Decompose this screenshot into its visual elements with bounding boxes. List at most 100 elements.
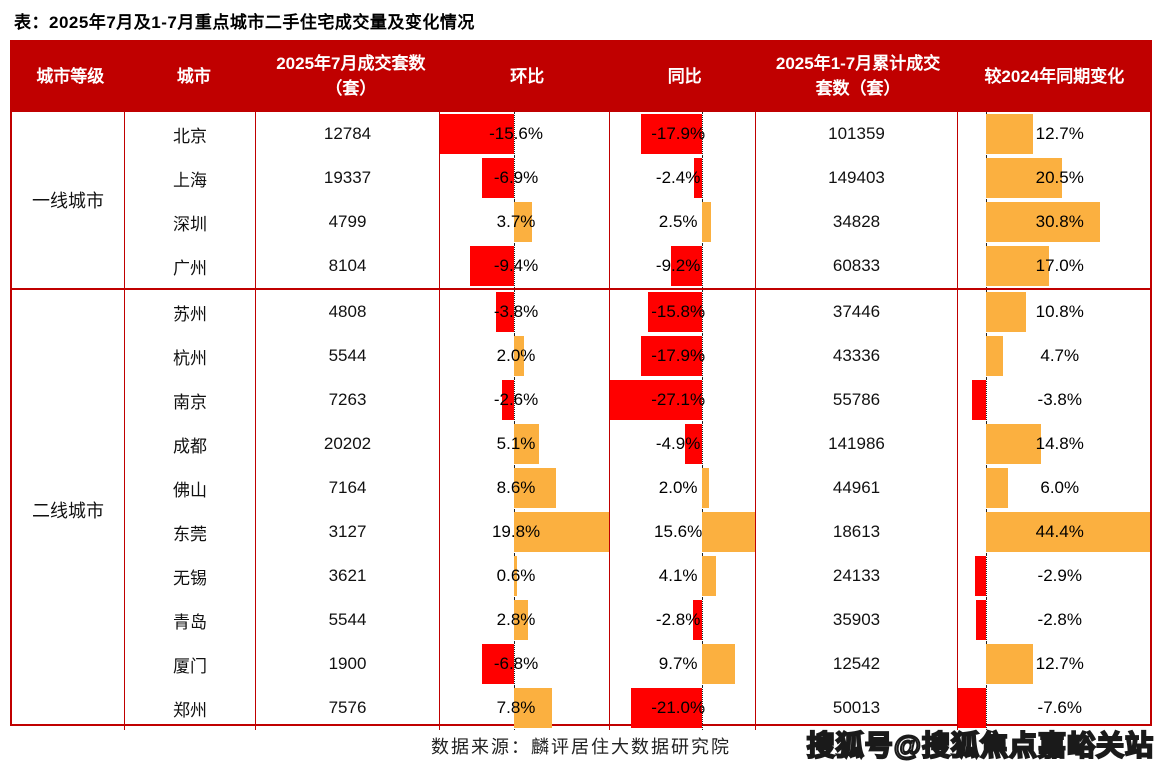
yoy-bar-cell: 4.1% [610,554,756,598]
bar-value-label: -2.9% [1037,566,1082,585]
jul-units-cell: 5544 [256,598,440,642]
bar-axis-line [986,378,988,422]
positive-bar [986,114,1033,154]
cum-units-cell: 43336 [756,334,958,378]
chg-bar-cell: -7.6% [958,686,1150,730]
table-row: 南京 7263 -2.6% -27.1% 55786 -3.8% [125,378,1150,422]
table-row: 苏州 4808 -3.8% -15.8% 37446 10.8% [125,290,1150,334]
table-row: 北京 12784 -15.6% -17.9% 101359 12.7% [125,112,1150,156]
cum-units-cell: 60833 [756,244,958,288]
chg-bar-cell: -2.8% [958,598,1150,642]
jul-units-cell: 3127 [256,510,440,554]
positive-bar [702,512,755,552]
positive-bar [514,468,556,508]
bar-axis-line [702,244,704,288]
city-cell: 东莞 [125,510,256,554]
chg-bar-cell: 10.8% [958,290,1150,334]
bar-axis-line [514,290,516,334]
positive-bar [702,556,716,596]
cum-units-cell: 101359 [756,112,958,156]
table-row: 广州 8104 -9.4% -9.2% 60833 17.0% [125,244,1150,288]
bar-value-label: -2.4% [655,168,701,187]
jul-units-cell: 7576 [256,686,440,730]
column-header-city-tier: 城市等级 [36,66,105,86]
city-cell: 广州 [125,244,256,288]
bar-axis-line [986,598,988,642]
cum-units-cell: 12542 [756,642,958,686]
bar-value-label: 17.0% [1035,256,1084,275]
positive-bar [514,512,609,552]
table-row: 厦门 1900 -6.8% 9.7% 12542 12.7% [125,642,1150,686]
column-header-jul-units: 2025年7月成交套数（套） [276,54,426,98]
table-row: 无锡 3621 0.6% 4.1% 24133 -2.9% [125,554,1150,598]
positive-bar [702,202,711,242]
bar-value-label: 2.8% [496,610,536,629]
yoy-bar-cell: -17.9% [610,334,756,378]
mom-bar-cell: -2.6% [440,378,610,422]
chg-bar-cell: 30.8% [958,200,1150,244]
data-table: 城市等级 城市 2025年7月成交套数（套） 环比 同比 2025年1-7月累计… [10,40,1152,730]
bar-value-label: -6.9% [493,168,539,187]
chg-bar-cell: 4.7% [958,334,1150,378]
positive-bar [986,512,1150,552]
negative-bar [482,644,515,684]
bar-axis-line [514,156,516,200]
bar-value-label: 20.5% [1035,168,1084,187]
city-cell: 上海 [125,156,256,200]
jul-units-cell: 4799 [256,200,440,244]
table-row: 佛山 7164 8.6% 2.0% 44961 6.0% [125,466,1150,510]
bar-value-label: -27.1% [651,390,706,409]
table-row: 青岛 5544 2.8% -2.8% 35903 -2.8% [125,598,1150,642]
figure-title: 表：2025年7月及1-7月重点城市二手住宅成交量及变化情况 [14,13,475,32]
bar-value-label: -6.8% [493,654,539,673]
jul-units-cell: 4808 [256,290,440,334]
bar-axis-line [702,686,704,730]
jul-units-cell: 3621 [256,554,440,598]
negative-bar [502,380,515,420]
bar-axis-line [702,112,704,156]
column-header-mom: 环比 [510,66,545,86]
cum-units-cell: 141986 [756,422,958,466]
table-header: 城市等级 城市 2025年7月成交套数（套） 环比 同比 2025年1-7月累计… [12,42,1150,112]
cum-units-cell: 55786 [756,378,958,422]
cum-units-cell: 149403 [756,156,958,200]
yoy-bar-cell: -4.9% [610,422,756,466]
city-cell: 成都 [125,422,256,466]
yoy-bar-cell: -21.0% [610,686,756,730]
tier-label: 一线城市 [12,112,125,288]
mom-bar-cell: -3.8% [440,290,610,334]
cum-units-cell: 18613 [756,510,958,554]
positive-bar [986,468,1009,508]
bar-value-label: 10.8% [1035,302,1084,321]
positive-bar [514,202,533,242]
column-header-city: 城市 [176,66,211,86]
positive-bar [702,644,735,684]
negative-bar [440,114,515,154]
mom-bar-cell: -6.8% [440,642,610,686]
city-cell: 郑州 [125,686,256,730]
jul-units-cell: 8104 [256,244,440,288]
cum-units-cell: 37446 [756,290,958,334]
mom-bar-cell: 7.8% [440,686,610,730]
city-cell: 北京 [125,112,256,156]
city-cell: 佛山 [125,466,256,510]
chg-bar-cell: 12.7% [958,112,1150,156]
negative-bar [958,688,987,728]
jul-units-cell: 1900 [256,642,440,686]
bar-value-label: 4.7% [1040,346,1080,365]
cum-units-cell: 44961 [756,466,958,510]
city-cell: 无锡 [125,554,256,598]
bar-value-label: -15.6% [489,124,543,143]
bar-value-label: 0.6% [496,566,536,585]
bar-value-label: -3.8% [1037,390,1082,409]
positive-bar [514,336,525,376]
negative-bar [630,688,703,728]
city-cell: 杭州 [125,334,256,378]
positive-bar [986,424,1041,464]
jul-units-cell: 7164 [256,466,440,510]
yoy-bar-cell: 2.0% [610,466,756,510]
tier-section: 一线城市 北京 12784 -15.6% -17.9% 101359 12.7% 上海 1933… [12,112,1150,288]
bar-value-label: 12.7% [1035,124,1084,143]
bar-axis-line [702,334,704,378]
